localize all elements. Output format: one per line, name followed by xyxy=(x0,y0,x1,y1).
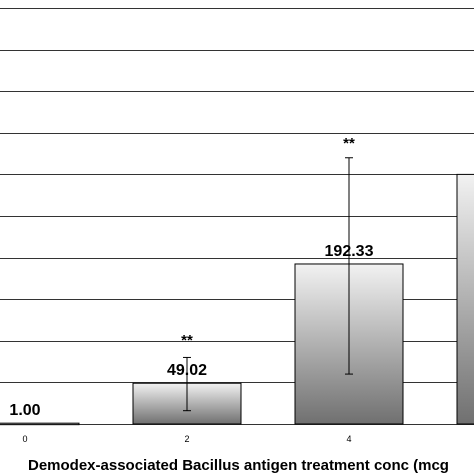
significance-marker: ** xyxy=(181,332,193,349)
value-label: 49.02 xyxy=(167,362,207,379)
bars xyxy=(0,157,474,426)
x-tick-label: 4 xyxy=(346,434,351,444)
x-tick-label: 0 xyxy=(22,434,27,444)
bar xyxy=(456,173,474,425)
value-label: 192.33 xyxy=(325,243,374,260)
data-labels: 1.00 0 49.02 ** 2 192.33 ** 4 xyxy=(9,135,373,444)
x-axis-title: Demodex-associated Bacillus antigen trea… xyxy=(28,457,449,474)
significance-marker: ** xyxy=(343,135,355,152)
value-label: 1.00 xyxy=(9,402,40,419)
bar xyxy=(0,422,80,426)
gridlines xyxy=(0,8,474,425)
x-tick-label: 2 xyxy=(184,434,189,444)
